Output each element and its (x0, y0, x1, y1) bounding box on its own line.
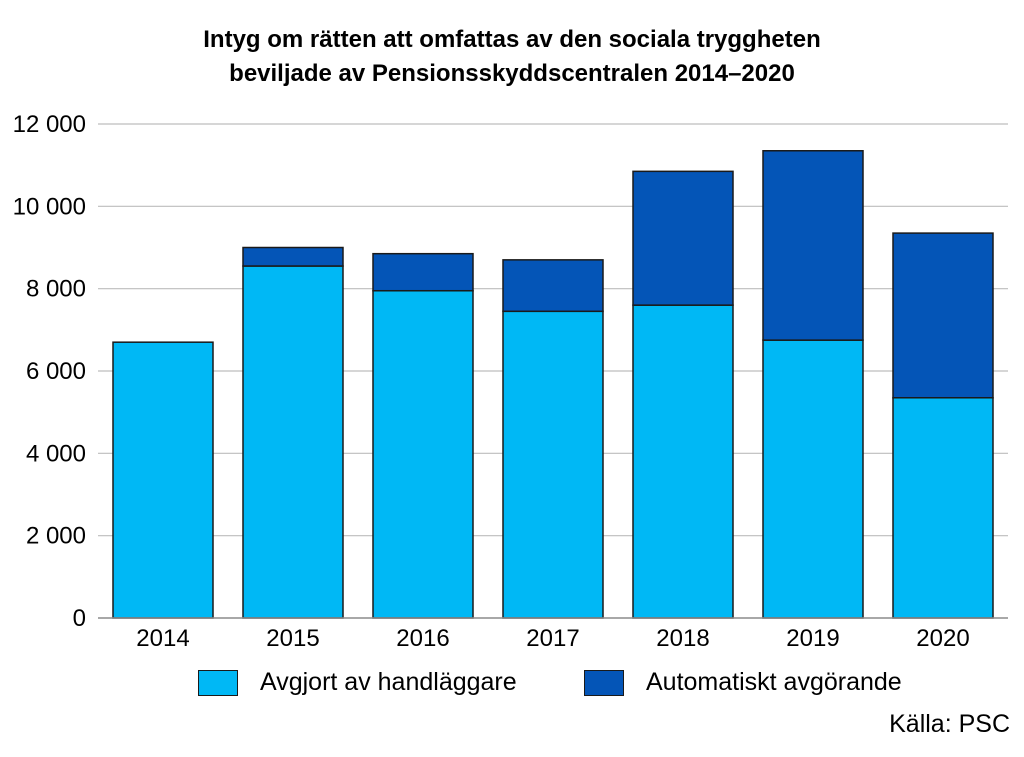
legend: Avgjort av handläggare Automatiskt avgör… (0, 668, 1024, 708)
bar-avgjort (892, 397, 994, 619)
source-note: Källa: PSC (889, 710, 1010, 738)
y-tick-label: 12 000 (13, 111, 86, 138)
y-tick-label: 6 000 (26, 358, 86, 385)
bar-automatiskt (372, 252, 474, 292)
chart-title-line-2: beviljade av Pensionsskyddscentralen 201… (229, 60, 795, 87)
legend-label-avgjort: Avgjort av handläggare (260, 668, 517, 696)
legend-item-avgjort: Avgjort av handläggare (198, 668, 517, 697)
bar-avgjort (242, 265, 344, 619)
legend-swatch-avgjort (198, 669, 238, 696)
x-tick-label: 2015 (266, 625, 319, 652)
bar-automatiskt (242, 246, 344, 267)
x-tick-label: 2019 (786, 625, 839, 652)
y-tick-label: 4 000 (26, 440, 86, 467)
bar-automatiskt (632, 170, 734, 306)
bar-avgjort (502, 310, 604, 619)
x-tick-label: 2016 (396, 625, 449, 652)
y-tick-label: 0 (73, 605, 86, 632)
y-tick-label: 2 000 (26, 523, 86, 550)
legend-swatch-automatiskt (584, 669, 624, 696)
x-tick-label: 2018 (656, 625, 709, 652)
x-tick-label: 2017 (526, 625, 579, 652)
bar-automatiskt (502, 259, 604, 313)
y-tick-label: 8 000 (26, 276, 86, 303)
legend-item-automatiskt: Automatiskt avgörande (584, 668, 902, 697)
y-tick-label: 10 000 (13, 193, 86, 220)
bar-automatiskt (892, 232, 994, 399)
bar-avgjort (762, 339, 864, 619)
bar-avgjort (112, 341, 214, 619)
x-tick-label: 2014 (136, 625, 189, 652)
bar-automatiskt (762, 150, 864, 341)
bar-avgjort (372, 289, 474, 619)
legend-label-automatiskt: Automatiskt avgörande (646, 668, 902, 696)
chart-title-line-1: Intyg om rätten att omfattas av den soci… (203, 26, 821, 53)
x-tick-label: 2020 (916, 625, 969, 652)
bar-avgjort (632, 304, 734, 619)
